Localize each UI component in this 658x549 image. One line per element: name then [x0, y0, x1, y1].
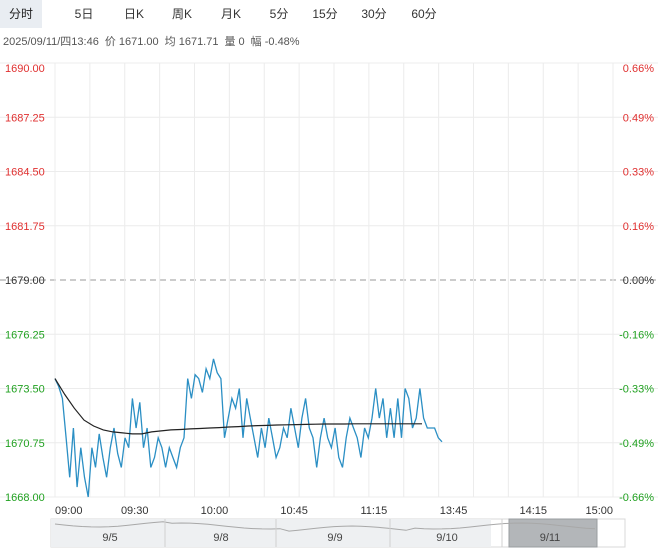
percent-tick-label: 0.66% — [623, 63, 654, 75]
price-tick-label: 1687.25 — [5, 112, 45, 124]
percent-tick-label: -0.49% — [619, 438, 654, 450]
overview-day-label: 9/10 — [436, 532, 457, 544]
overview-sparkline — [54, 521, 596, 532]
quote-average: 均 1671.71 — [164, 36, 219, 48]
price-line — [54, 358, 443, 498]
price-tick-label: 1690.00 — [5, 63, 45, 75]
price-tick-label: 1673.50 — [5, 384, 45, 396]
time-tick-label: 10:45 — [280, 505, 308, 517]
tab-weekly-k[interactable]: 周K — [171, 7, 192, 21]
price-tick-label: 1684.50 — [5, 167, 45, 179]
overview-day-label: 9/5 — [102, 532, 117, 544]
tab-monthly-k[interactable]: 月K — [220, 7, 241, 21]
percent-tick-label: 0.33% — [623, 167, 654, 179]
time-tick-label: 15:00 — [585, 505, 613, 517]
price-tick-label: 1679.00 — [5, 275, 45, 287]
tab-30-min[interactable]: 30分 — [361, 7, 387, 21]
quote-price: 价 1671.00 — [104, 36, 159, 48]
percent-tick-label: -0.16% — [619, 329, 654, 341]
overview-selection[interactable] — [508, 518, 598, 548]
quote-datetime: 2025/09/11/四13:46 — [3, 36, 99, 48]
percent-tick-label: -0.66% — [619, 492, 654, 504]
quote-info-line: 2025/09/11/四13:46 价 1671.00 均 1671.71 量 0 幅 … — [3, 33, 306, 49]
time-tick-label: 09:30 — [121, 505, 149, 517]
time-tick-label: 14:15 — [520, 505, 548, 517]
quote-volume: 量 0 — [224, 36, 245, 48]
time-tick-label: 11:15 — [360, 505, 387, 517]
percent-tick-label: 0.00% — [623, 275, 654, 287]
percent-axis: 0.66% 0.49% 0.33% 0.16% 0.00% -0.16% -0.33% -0.… — [619, 63, 654, 504]
average-line — [54, 378, 422, 435]
time-tick-label: 10:00 — [201, 505, 229, 517]
tab-intraday[interactable]: 分时 — [0, 0, 42, 28]
tab-daily-k[interactable]: 日K — [123, 7, 144, 21]
overview-day-label: 9/11 — [540, 532, 561, 544]
quote-change: 幅 -0.48% — [250, 36, 300, 48]
price-tick-label: 1668.00 — [5, 492, 45, 504]
period-tab-bar: 分时 5日 日K 周K 月K 5分 15分 30分 60分 — [0, 0, 658, 28]
grid-lines — [0, 62, 658, 498]
tab-5-day[interactable]: 5日 — [74, 7, 94, 21]
price-tick-label: 1681.75 — [5, 221, 45, 233]
time-axis: 09:00 09:30 10:00 10:45 11:15 13:45 14:15 15:00 — [55, 505, 613, 517]
tab-5-min[interactable]: 5分 — [269, 7, 289, 21]
price-axis: 1690.00 1687.25 1684.50 1681.75 1679.00 1676.… — [5, 63, 45, 504]
tab-15-min[interactable]: 15分 — [312, 7, 338, 21]
percent-tick-label: 0.49% — [623, 112, 654, 124]
time-tick-label: 13:45 — [440, 505, 468, 517]
time-tick-label: 09:00 — [55, 505, 83, 517]
overview-mask — [51, 519, 491, 547]
overview-navigator[interactable]: 9/5 9/8 9/9 9/10 9/11 — [50, 518, 626, 548]
price-tick-label: 1676.25 — [5, 329, 45, 341]
tab-60-min[interactable]: 60分 — [411, 7, 437, 21]
chart-series — [54, 358, 443, 498]
price-tick-label: 1670.75 — [5, 438, 45, 450]
overview-day-label: 9/9 — [327, 532, 342, 544]
percent-tick-label: -0.33% — [619, 384, 654, 396]
percent-tick-label: 0.16% — [623, 221, 654, 233]
overview-day-label: 9/8 — [213, 532, 228, 544]
